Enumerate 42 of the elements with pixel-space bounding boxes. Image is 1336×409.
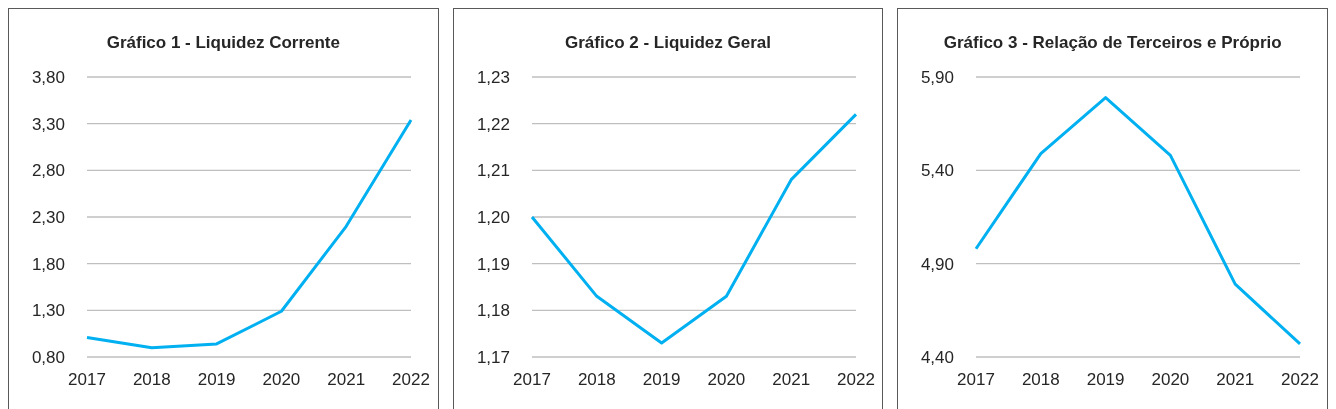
x-tick-label: 2017 [512, 370, 551, 390]
x-tick-label: 2022 [392, 370, 430, 390]
chart-title: Gráfico 3 - Relação de Terceiros e Próprio [942, 33, 1283, 54]
y-tick-label: 3,30 [31, 114, 65, 134]
x-tick-label: 2019 [642, 370, 681, 390]
x-tick-label: 2020 [707, 370, 745, 390]
y-tick-label: 1,22 [476, 114, 510, 134]
x-tick-label: 2020 [262, 370, 301, 390]
x-tick-label: 2021 [771, 370, 810, 390]
line-series [974, 96, 1302, 346]
y-tick-label: 1,20 [476, 208, 510, 228]
x-tick-label: 2021 [1216, 370, 1255, 390]
y-tick-label: 2,80 [31, 161, 65, 181]
chart-title: Gráfico 1 - Liquidez Corrente [105, 33, 341, 54]
x-tick-label: 2022 [836, 370, 875, 390]
y-tick-label: 0,80 [31, 348, 65, 368]
line-series [85, 118, 413, 350]
x-tick-label: 2021 [327, 370, 366, 390]
y-tick-label: 1,21 [476, 161, 510, 181]
y-tick-label: 3,80 [31, 68, 65, 88]
y-tick-label: 4,40 [921, 348, 955, 368]
x-tick-label: 2017 [957, 370, 996, 390]
y-tick-label: 1,18 [476, 301, 510, 321]
chart-title: Gráfico 2 - Liquidez Geral [564, 33, 772, 54]
y-tick-label: 5,90 [921, 68, 955, 88]
x-tick-label: 2017 [68, 370, 106, 390]
x-tick-label: 2022 [1281, 370, 1320, 390]
y-tick-label: 1,23 [476, 68, 510, 88]
x-tick-label: 2018 [132, 370, 171, 390]
y-tick-label: 1,17 [476, 348, 510, 368]
x-tick-label: 2019 [1087, 370, 1125, 390]
y-tick-label: 5,40 [921, 161, 955, 181]
line-series [530, 112, 858, 345]
y-tick-label: 1,80 [31, 254, 65, 274]
y-tick-label: 2,30 [31, 208, 65, 228]
x-tick-label: 2020 [1151, 370, 1190, 390]
x-tick-label: 2018 [577, 370, 616, 390]
y-tick-label: 1,19 [476, 254, 510, 274]
y-tick-label: 4,90 [921, 254, 955, 274]
y-tick-label: 1,30 [31, 301, 65, 321]
x-tick-label: 2019 [197, 370, 236, 390]
x-tick-label: 2018 [1022, 370, 1061, 390]
